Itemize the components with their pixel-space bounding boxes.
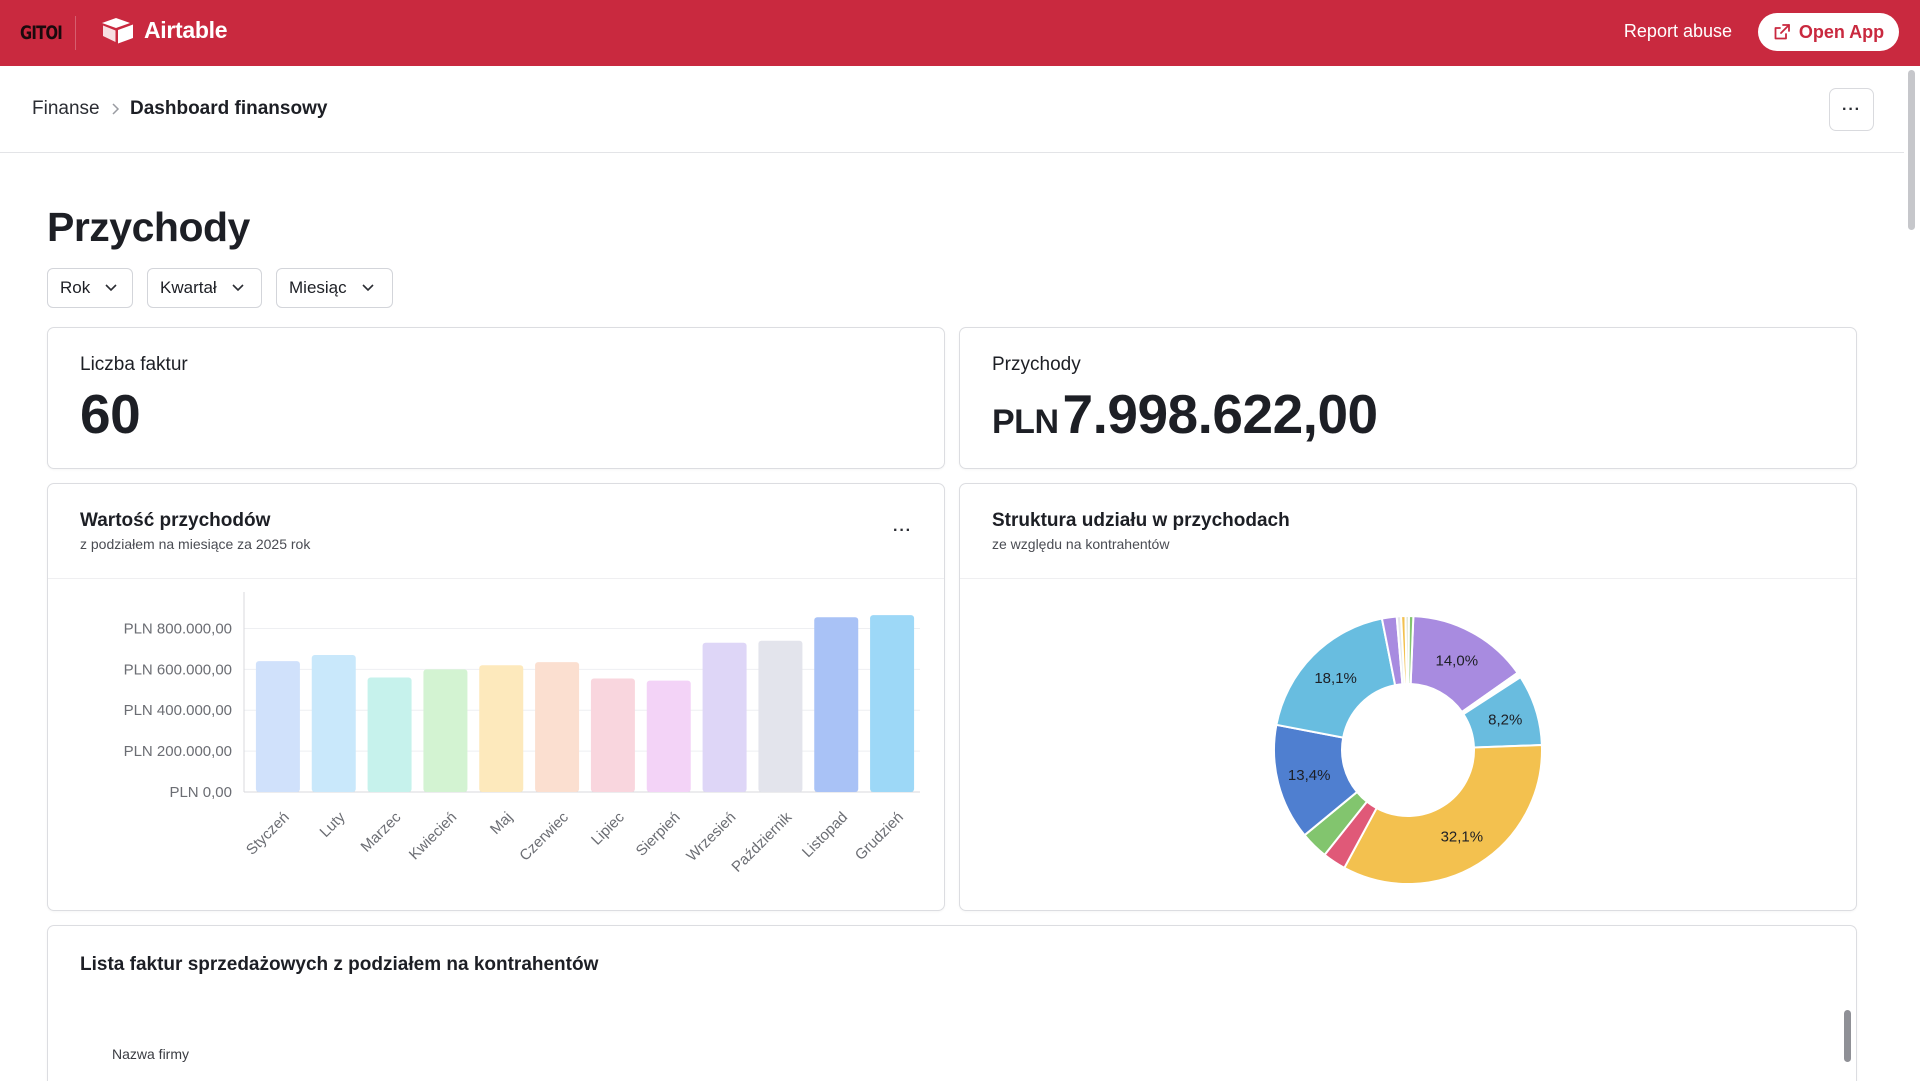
chart-more-button[interactable]: ··· <box>893 522 912 539</box>
x-tick-label: Wrzesień <box>683 809 739 865</box>
topbar-divider <box>75 16 76 50</box>
slice-label: 32,1% <box>1441 829 1484 846</box>
x-tick-label: Kwiecień <box>406 809 460 863</box>
filter-quarter[interactable]: Kwartał <box>147 268 262 308</box>
chart-subtitle: z podziałem na miesiące za 2025 rok <box>80 536 311 552</box>
chart-subtitle: ze względu na kontrahentów <box>992 536 1170 552</box>
airtable-logo-icon <box>102 18 133 44</box>
y-tick-label: PLN 400.000,00 <box>124 702 232 719</box>
filter-quarter-label: Kwartał <box>160 278 217 297</box>
x-tick-label: Sierpień <box>633 809 684 860</box>
column-header-company[interactable]: Nazwa firmy <box>112 1046 190 1062</box>
chart-title: Wartość przychodów <box>80 510 271 531</box>
y-tick-label: PLN 600.000,00 <box>124 661 232 678</box>
kpi-value: PLN7.998.622,00 <box>992 382 1378 446</box>
chevron-right-icon <box>112 103 120 115</box>
y-tick-label: PLN 0,00 <box>169 784 232 801</box>
slice-label: 8,2% <box>1488 711 1522 728</box>
breadcrumb: Finanse Dashboard finansowy ··· <box>0 66 1904 153</box>
filter-month-label: Miesiąc <box>289 278 347 297</box>
page-title: Przychody <box>47 204 250 250</box>
report-abuse-link[interactable]: Report abuse <box>1623 21 1732 41</box>
revenue-chart-card: Wartość przychodów z podziałem na miesią… <box>47 483 945 911</box>
share-donut-chart: 14,0% 8,2% 32,1% 13,4% 18,1% <box>1273 614 1543 885</box>
kpi-card-invoice-count: Liczba faktur 60 <box>47 327 945 469</box>
list-scrollbar-thumb[interactable] <box>1844 1010 1851 1062</box>
y-tick-label: PLN 800.000,00 <box>124 620 232 637</box>
y-tick-label: PLN 200.000,00 <box>124 743 232 760</box>
donut-slice <box>1342 744 1543 885</box>
bar <box>870 615 915 792</box>
bar <box>423 669 468 792</box>
invoice-list-card: Lista faktur sprzedażowych z podziałem n… <box>47 925 1857 1081</box>
bar <box>367 677 412 792</box>
share-chart-card: Struktura udziału w przychodach ze wzglę… <box>959 483 1857 911</box>
kpi-amount: 7.998.622,00 <box>1062 383 1379 445</box>
bar <box>646 680 691 792</box>
bar <box>479 665 524 792</box>
bar <box>702 642 747 792</box>
x-tick-label: Luty <box>317 808 349 840</box>
bar <box>758 640 803 792</box>
bar <box>255 661 300 792</box>
page-scrollbar-thumb[interactable] <box>1908 70 1915 230</box>
x-tick-label: Lipiec <box>588 808 628 848</box>
donut-slice <box>1275 617 1397 739</box>
chevron-down-icon <box>232 284 244 292</box>
x-tick-label: Listopad <box>799 809 851 861</box>
x-tick-label: Marzec <box>358 808 405 855</box>
bar <box>814 617 859 792</box>
chevron-down-icon <box>105 284 117 292</box>
gitoi-logo[interactable]: GITOI <box>20 22 63 44</box>
top-bar: GITOI Airtable Report abuse Open App <box>0 0 1920 66</box>
breadcrumb-current: Dashboard finansowy <box>130 98 328 119</box>
chevron-down-icon <box>362 284 374 292</box>
bar <box>590 678 635 792</box>
bar <box>311 655 356 792</box>
chart-divider <box>960 578 1856 579</box>
list-title: Lista faktur sprzedażowych z podziałem n… <box>80 954 599 975</box>
airtable-wordmark: Airtable <box>144 16 228 43</box>
x-tick-label: Styczeń <box>243 809 293 859</box>
chart-title: Struktura udziału w przychodach <box>992 510 1290 531</box>
x-tick-label: Maj <box>487 809 516 838</box>
donut-slice <box>1407 614 1415 686</box>
more-options-button[interactable]: ··· <box>1829 88 1874 131</box>
kpi-value: 60 <box>80 383 141 445</box>
x-tick-label: Październik <box>728 808 795 875</box>
open-app-button[interactable]: Open App <box>1758 13 1899 51</box>
airtable-logo[interactable]: Airtable <box>100 16 228 44</box>
kpi-currency: PLN <box>992 403 1059 441</box>
filter-month[interactable]: Miesiąc <box>276 268 393 308</box>
filter-year-label: Rok <box>60 278 91 297</box>
slice-label: 13,4% <box>1288 767 1331 784</box>
kpi-card-revenue: Przychody PLN7.998.622,00 <box>959 327 1857 469</box>
slice-label: 18,1% <box>1314 670 1357 687</box>
bar <box>535 662 580 792</box>
filter-year[interactable]: Rok <box>47 268 133 308</box>
page-scrollbar-track[interactable] <box>1904 66 1920 1081</box>
chart-divider <box>48 578 944 579</box>
x-tick-label: Grudzień <box>852 809 907 864</box>
breadcrumb-parent[interactable]: Finanse <box>32 98 100 119</box>
kpi-label: Liczba faktur <box>80 354 188 375</box>
slice-label: 14,0% <box>1436 652 1479 669</box>
x-tick-label: Czerwiec <box>516 808 572 864</box>
kpi-label: Przychody <box>992 354 1081 375</box>
external-link-icon <box>1774 24 1790 40</box>
revenue-bar-chart: PLN 0,00 PLN 200.000,00 PLN 400.000,00 PLN … <box>124 592 920 876</box>
open-app-label: Open App <box>1798 21 1885 42</box>
